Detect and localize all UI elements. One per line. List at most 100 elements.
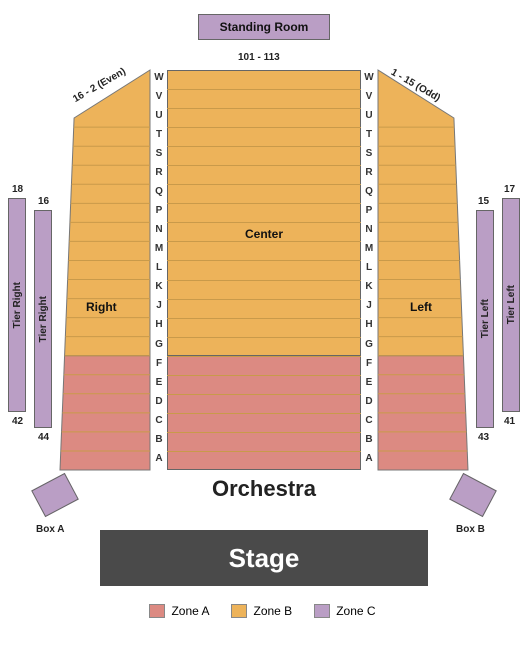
row-divider	[167, 222, 361, 223]
tier-number: 16	[38, 196, 49, 207]
tier-right-inner[interactable]: Tier Right	[34, 210, 52, 428]
row-letter: W	[362, 73, 376, 83]
tier-right-inner-label: Tier Right	[38, 296, 49, 342]
box-a-label: Box A	[36, 524, 65, 535]
row-letter: N	[152, 225, 166, 235]
row-letter: B	[362, 435, 376, 445]
row-letter: B	[152, 435, 166, 445]
tier-number: 41	[504, 416, 515, 427]
row-letter: F	[152, 359, 166, 369]
legend-item-zoneC: Zone C	[314, 604, 375, 618]
row-letter: V	[152, 92, 166, 102]
row-letter: W	[152, 73, 166, 83]
row-divider	[167, 108, 361, 109]
row-letter: F	[362, 359, 376, 369]
row-letter: R	[362, 168, 376, 178]
row-letter: H	[152, 320, 166, 330]
row-letter: T	[152, 130, 166, 140]
tier-left-outer-label: Tier Left	[506, 285, 517, 324]
row-divider	[167, 432, 361, 433]
row-letter: D	[362, 397, 376, 407]
row-divider	[167, 394, 361, 395]
row-letter: J	[362, 301, 376, 311]
row-letter: S	[152, 149, 166, 159]
row-letter: J	[152, 301, 166, 311]
row-letter: A	[362, 454, 376, 464]
tier-left-inner-label: Tier Left	[480, 299, 491, 338]
row-letter: P	[152, 206, 166, 216]
row-letter: U	[152, 111, 166, 121]
row-divider	[167, 451, 361, 452]
row-letter: E	[152, 378, 166, 388]
row-divider	[167, 337, 361, 338]
row-letter: L	[362, 263, 376, 273]
tier-left-inner[interactable]: Tier Left	[476, 210, 494, 428]
seat-range-label: 101 - 113	[238, 52, 280, 63]
orchestra-label: Orchestra	[212, 476, 316, 502]
row-letter: H	[362, 320, 376, 330]
tier-number: 43	[478, 432, 489, 443]
tier-number: 15	[478, 196, 489, 207]
tier-number: 18	[12, 184, 23, 195]
row-letter: E	[362, 378, 376, 388]
box-a[interactable]	[31, 473, 79, 517]
row-letter: A	[152, 454, 166, 464]
row-divider	[167, 260, 361, 261]
row-divider	[167, 241, 361, 242]
row-letter: G	[152, 340, 166, 350]
tier-number: 44	[38, 432, 49, 443]
legend-swatch	[314, 604, 330, 618]
stage: Stage	[100, 530, 428, 586]
standing-room[interactable]: Standing Room	[198, 14, 330, 40]
right-wing-zone-a[interactable]	[60, 356, 150, 470]
box-b[interactable]	[449, 473, 497, 517]
center-zone-b[interactable]	[167, 70, 361, 356]
row-divider	[167, 165, 361, 166]
row-letter: K	[152, 282, 166, 292]
row-divider	[167, 280, 361, 281]
legend-swatch	[231, 604, 247, 618]
center-label: Center	[167, 227, 361, 241]
row-letter: V	[362, 92, 376, 102]
row-letter: P	[362, 206, 376, 216]
tier-number: 42	[12, 416, 23, 427]
row-divider	[167, 127, 361, 128]
row-letter: R	[152, 168, 166, 178]
left-wing-zone-a[interactable]	[378, 356, 468, 470]
row-letter: M	[152, 244, 166, 254]
row-letter: G	[362, 340, 376, 350]
row-divider	[167, 318, 361, 319]
row-divider	[167, 375, 361, 376]
row-letter: U	[362, 111, 376, 121]
legend-label: Zone C	[336, 604, 375, 618]
box-b-label: Box B	[456, 524, 485, 535]
row-letter: K	[362, 282, 376, 292]
row-letters-right: ABCDEFGHJKLMNPQRSTUVW	[362, 70, 376, 470]
row-letter: N	[362, 225, 376, 235]
row-letter: C	[362, 416, 376, 426]
row-divider	[167, 146, 361, 147]
row-letter: T	[362, 130, 376, 140]
legend-label: Zone A	[171, 604, 209, 618]
right-section-label: Right	[86, 300, 117, 314]
legend-item-zoneB: Zone B	[231, 604, 292, 618]
tier-left-outer[interactable]: Tier Left	[502, 198, 520, 412]
row-divider	[167, 184, 361, 185]
row-divider	[167, 413, 361, 414]
row-letter: S	[362, 149, 376, 159]
row-letter: C	[152, 416, 166, 426]
row-divider	[167, 89, 361, 90]
legend-item-zoneA: Zone A	[149, 604, 209, 618]
row-letter: D	[152, 397, 166, 407]
left-section-label: Left	[410, 300, 432, 314]
tier-right-outer-label: Tier Right	[12, 282, 23, 328]
tier-right-outer[interactable]: Tier Right	[8, 198, 26, 412]
row-divider	[167, 356, 361, 357]
legend: Zone A Zone B Zone C	[0, 604, 525, 618]
row-letter: Q	[362, 187, 376, 197]
row-letter: Q	[152, 187, 166, 197]
row-letter: L	[152, 263, 166, 273]
row-divider	[167, 203, 361, 204]
row-letter: M	[362, 244, 376, 254]
tier-number: 17	[504, 184, 515, 195]
